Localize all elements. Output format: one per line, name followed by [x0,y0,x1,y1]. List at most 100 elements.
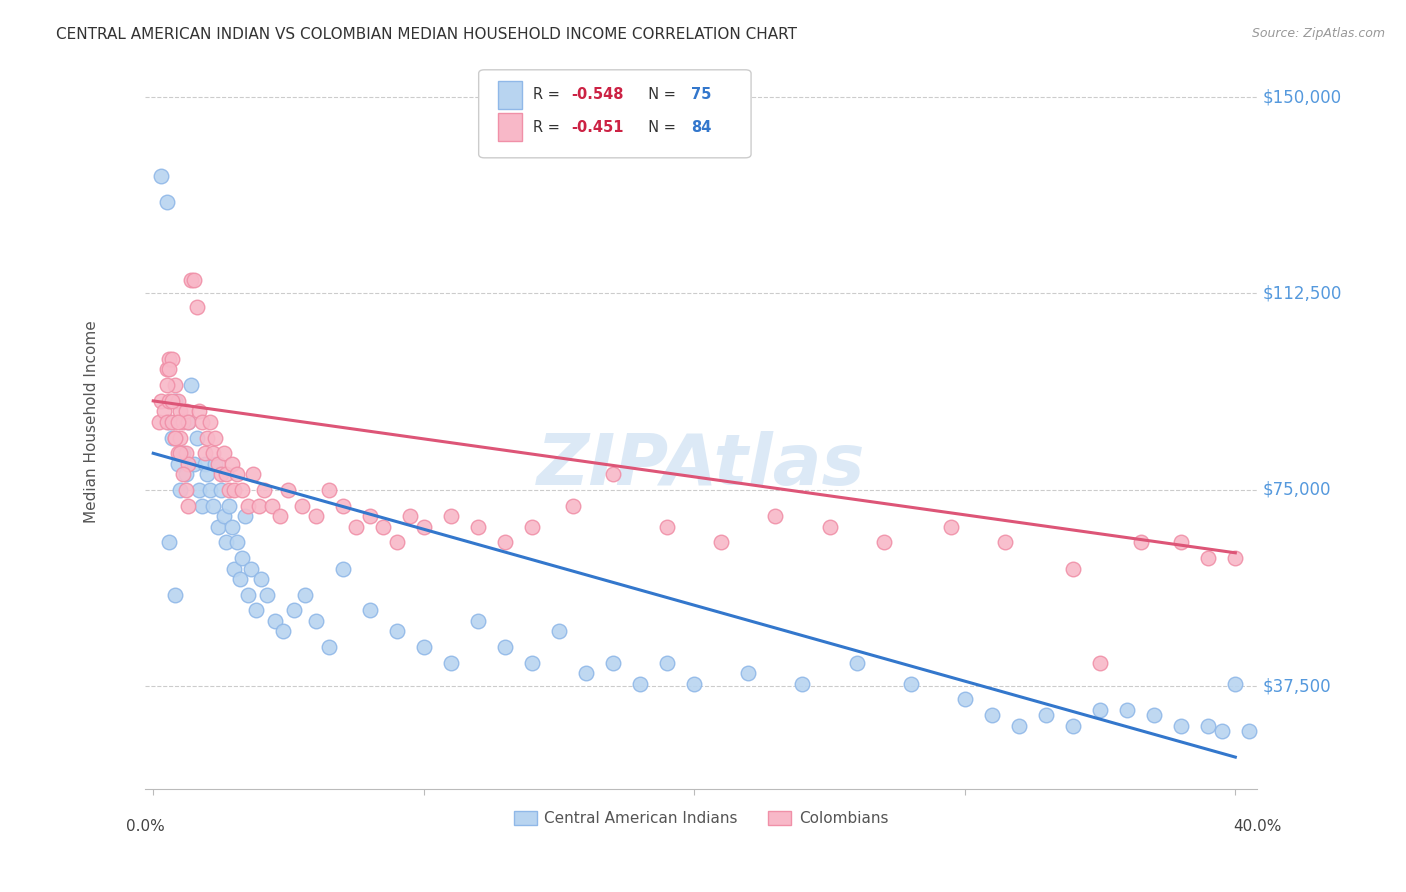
Point [1062,561,1084,575]
Point [440,509,463,524]
Point [332,561,354,575]
Point [1170,719,1192,733]
Point [215,467,238,482]
Point [231,551,253,566]
Point [657,519,679,533]
Point [1237,723,1260,738]
Point [1116,703,1139,717]
Point [236,499,259,513]
Point [218,499,240,513]
Point [602,467,624,482]
Point [188,404,211,418]
Point [256,588,278,602]
Point [212,446,235,460]
Point [163,393,186,408]
Point [166,446,188,460]
Point [264,614,287,628]
Point [242,467,264,482]
Point [900,677,922,691]
Point [953,692,976,706]
Point [628,677,651,691]
Point [271,624,294,639]
Point [236,588,259,602]
Point [494,640,516,654]
Point [224,483,246,497]
Point [195,431,218,445]
Text: 40.0%: 40.0% [1233,820,1281,834]
Point [941,519,963,533]
Point [174,483,197,497]
Point [194,446,217,460]
Point [159,362,181,376]
Point [159,415,181,429]
Text: -0.548: -0.548 [571,87,623,103]
Point [318,483,340,497]
Point [201,446,224,460]
Text: 84: 84 [690,120,711,135]
Point [209,483,232,497]
Point [304,614,326,628]
Point [373,519,395,533]
Point [385,535,408,549]
Point [207,457,229,471]
Point [215,535,238,549]
Point [177,499,200,513]
Point [1143,708,1166,723]
Point [204,457,226,471]
Point [226,467,249,482]
Point [229,572,252,586]
Point [218,483,240,497]
Point [163,378,186,392]
Point [226,535,249,549]
Text: $150,000: $150,000 [1263,88,1341,106]
Point [1225,551,1247,566]
Point [412,519,434,533]
Point [159,351,181,366]
Point [160,393,183,408]
Point [163,431,186,445]
Point [467,614,489,628]
Point [180,378,202,392]
Point [204,431,226,445]
Point [304,509,326,524]
Point [548,624,571,639]
Text: R =: R = [533,120,565,135]
Text: Median Household Income: Median Household Income [84,320,100,524]
Point [174,467,197,482]
Point [183,273,205,287]
Point [792,677,814,691]
Point [233,509,256,524]
FancyBboxPatch shape [498,113,522,141]
Point [183,457,205,471]
Point [520,656,543,670]
Point [1088,703,1111,717]
Legend: Central American Indians, Colombians: Central American Indians, Colombians [506,804,896,834]
Point [318,640,340,654]
Point [1035,708,1057,723]
Point [277,483,299,497]
Point [737,666,759,681]
Point [520,519,543,533]
Point [169,431,191,445]
Point [657,656,679,670]
FancyBboxPatch shape [498,81,522,109]
Point [239,561,262,575]
Point [710,535,733,549]
Text: 0.0%: 0.0% [125,820,165,834]
Point [221,519,243,533]
Point [1008,719,1031,733]
Point [191,499,214,513]
Point [269,509,291,524]
Point [198,483,221,497]
Point [166,457,188,471]
Point [180,273,202,287]
Point [250,572,273,586]
Point [166,415,188,429]
Point [1170,535,1192,549]
Point [156,194,179,209]
Point [177,415,200,429]
Point [385,624,408,639]
Point [247,499,270,513]
Point [359,603,381,617]
Point [872,535,894,549]
